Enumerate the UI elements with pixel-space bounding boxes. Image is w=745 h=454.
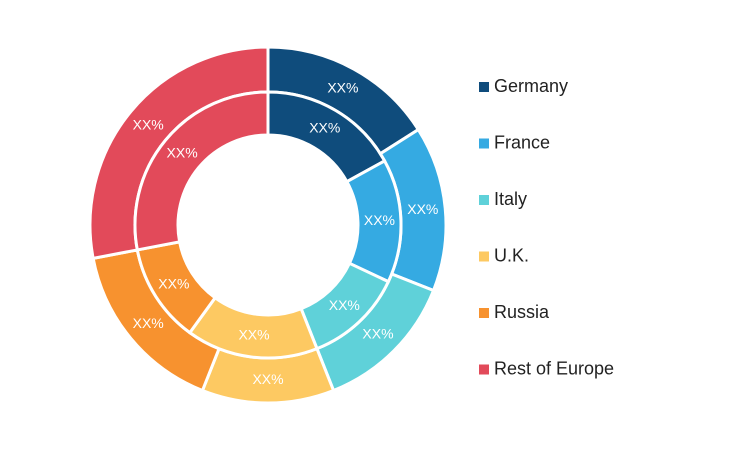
legend-marker: [479, 364, 489, 375]
slice-label: XX%: [327, 79, 358, 95]
slice-label: XX%: [309, 120, 340, 136]
legend-marker: [479, 82, 489, 92]
legend-label: France: [494, 132, 550, 152]
slice-label: XX%: [167, 145, 198, 161]
legend-marker: [479, 251, 489, 262]
slice-label: XX%: [364, 212, 395, 228]
legend-label: U.K.: [494, 245, 529, 265]
slice-label: XX%: [329, 297, 360, 313]
slice-label: XX%: [133, 117, 164, 133]
slice-label: XX%: [407, 201, 438, 217]
legend-marker: [479, 138, 489, 149]
slice-label: XX%: [252, 371, 283, 387]
legend-label: Germany: [494, 76, 568, 96]
legend-marker: [479, 308, 489, 318]
legend-marker: [479, 195, 489, 205]
slice-label: XX%: [362, 326, 393, 342]
legend-label: Russia: [494, 302, 550, 322]
slice-label: XX%: [238, 326, 269, 342]
donut-slice: [133, 90, 270, 252]
legend-label: Italy: [494, 189, 527, 209]
slice-label: XX%: [158, 275, 189, 291]
slice-label: XX%: [133, 315, 164, 331]
legend-label: Rest of Europe: [494, 358, 614, 378]
